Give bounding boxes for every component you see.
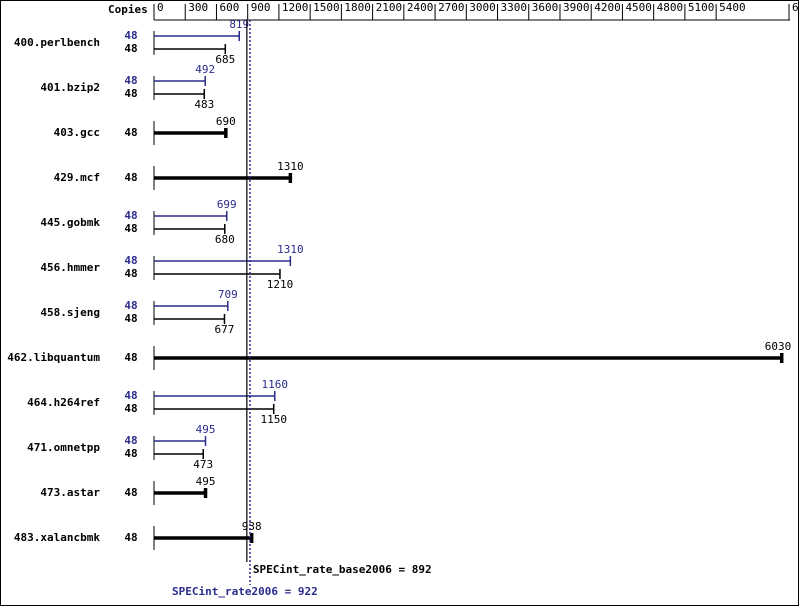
x-tick-label: 2700 <box>438 1 465 14</box>
copies-header: Copies <box>108 3 148 16</box>
x-tick-label: 5400 <box>719 1 746 14</box>
bar <box>154 301 229 311</box>
value-label: 483 <box>194 98 214 111</box>
benchmark-label: 400.perlbench <box>14 36 100 49</box>
x-tick-label: 6100 <box>792 1 799 14</box>
x-tick-label: 3600 <box>532 1 559 14</box>
copies-label: 48 <box>124 126 137 139</box>
value-label: 677 <box>215 323 235 336</box>
copies-label: 48 <box>124 222 137 235</box>
bar <box>154 404 275 414</box>
benchmark-label: 483.xalancbmk <box>14 531 100 544</box>
x-tick-label: 3000 <box>469 1 496 14</box>
x-tick-label: 4800 <box>657 1 684 14</box>
copies-label: 48 <box>124 171 137 184</box>
x-tick-label: 2100 <box>376 1 403 14</box>
bar <box>154 314 226 324</box>
copies-label: 48 <box>124 351 137 364</box>
value-label: 938 <box>242 520 262 533</box>
benchmark-label: 458.sjeng <box>40 306 100 319</box>
benchmark-label: 473.astar <box>40 486 100 499</box>
bar <box>154 391 276 401</box>
bar <box>154 224 226 234</box>
value-label: 690 <box>216 115 236 128</box>
copies-label: 48 <box>124 447 137 460</box>
copies-label: 48 <box>124 42 137 55</box>
x-tick-label: 5100 <box>688 1 715 14</box>
copies-label: 48 <box>124 87 137 100</box>
bar <box>154 44 227 54</box>
x-tick-label: 300 <box>188 1 208 14</box>
value-label: 709 <box>218 288 238 301</box>
benchmark-label: 445.gobmk <box>40 216 100 229</box>
x-tick-label: 3900 <box>563 1 590 14</box>
bar <box>154 269 281 279</box>
x-tick-label: 4500 <box>625 1 652 14</box>
bar <box>154 173 293 183</box>
bar <box>154 449 204 459</box>
reference-label: SPECint_rate2006 = 922 <box>172 585 318 598</box>
x-tick-label: 2400 <box>407 1 434 14</box>
bar <box>154 256 292 266</box>
value-label: 495 <box>196 475 216 488</box>
value-label: 819 <box>229 18 249 31</box>
value-label: 495 <box>196 423 216 436</box>
copies-label: 48 <box>124 402 137 415</box>
bar <box>154 89 206 99</box>
copies-label: 48 <box>124 267 137 280</box>
x-tick-label: 1200 <box>282 1 309 14</box>
benchmark-label: 429.mcf <box>54 171 100 184</box>
copies-label: 48 <box>124 486 137 499</box>
copies-label: 48 <box>124 312 137 325</box>
copies-label: 48 <box>124 29 137 42</box>
x-tick-label: 600 <box>219 1 239 14</box>
value-label: 1210 <box>267 278 294 291</box>
reference-label: SPECint_rate_base2006 = 892 <box>253 563 432 576</box>
x-tick-label: 0 <box>157 1 164 14</box>
bar <box>154 488 208 498</box>
benchmark-label: 471.omnetpp <box>27 441 100 454</box>
bar <box>154 31 241 41</box>
copies-label: 48 <box>124 389 137 402</box>
value-label: 680 <box>215 233 235 246</box>
value-label: 699 <box>217 198 237 211</box>
benchmark-label: 462.libquantum <box>7 351 100 364</box>
x-tick-label: 4200 <box>594 1 621 14</box>
x-tick-label: 3300 <box>501 1 528 14</box>
copies-label: 48 <box>124 74 137 87</box>
benchmark-label: 403.gcc <box>54 126 100 139</box>
benchmark-label: 456.hmmer <box>40 261 100 274</box>
x-tick-label: 1800 <box>344 1 371 14</box>
value-label: 1160 <box>262 378 289 391</box>
bar <box>154 353 784 363</box>
bar <box>154 436 207 446</box>
value-label: 685 <box>215 53 235 66</box>
bar <box>154 533 254 543</box>
copies-label: 48 <box>124 434 137 447</box>
value-label: 6030 <box>765 340 792 353</box>
copies-label: 48 <box>124 254 137 267</box>
value-label: 492 <box>195 63 215 76</box>
x-tick-label: 1500 <box>313 1 340 14</box>
benchmark-label: 401.bzip2 <box>40 81 100 94</box>
bar <box>154 76 206 86</box>
bar <box>154 211 228 221</box>
value-label: 1310 <box>277 160 304 173</box>
value-label: 1310 <box>277 243 304 256</box>
value-label: 473 <box>193 458 213 471</box>
x-tick-label: 900 <box>251 1 271 14</box>
benchmark-label: 464.h264ref <box>27 396 100 409</box>
bar <box>154 128 228 138</box>
copies-label: 48 <box>124 531 137 544</box>
copies-label: 48 <box>124 299 137 312</box>
copies-label: 48 <box>124 209 137 222</box>
value-label: 1150 <box>260 413 287 426</box>
